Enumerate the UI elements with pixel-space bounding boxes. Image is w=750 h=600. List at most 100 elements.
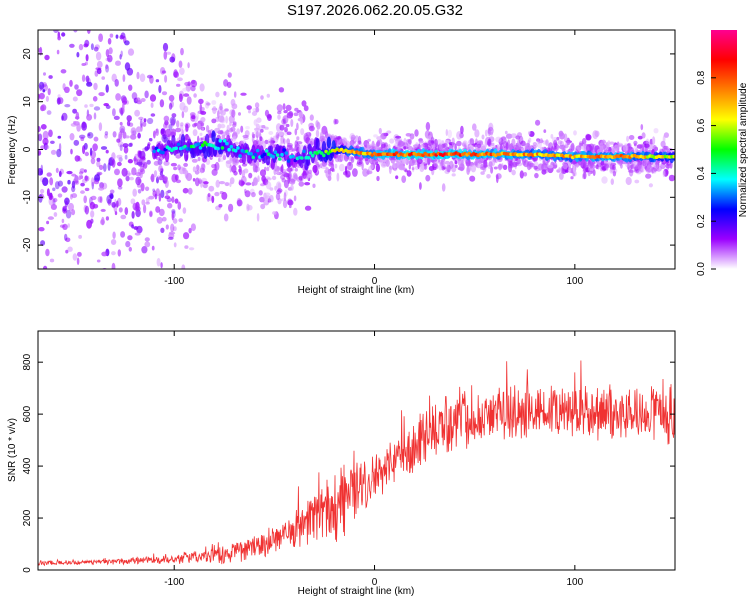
spectrogram-cell bbox=[107, 162, 111, 171]
spectrogram-cell bbox=[269, 194, 274, 203]
spectrogram-cell bbox=[178, 218, 183, 223]
spectrogram-cell bbox=[98, 122, 103, 132]
spectrogram-cell bbox=[165, 128, 172, 138]
spectrogram-cell bbox=[93, 46, 99, 52]
spectrogram-cell bbox=[144, 241, 151, 248]
spectrogram-cell bbox=[232, 156, 237, 164]
spectrogram-cell bbox=[120, 50, 123, 57]
spectrogram-cell bbox=[43, 265, 48, 269]
spectrogram-cell bbox=[276, 134, 279, 139]
spectrogram-cell bbox=[403, 146, 407, 150]
spectrogram-cell bbox=[441, 183, 446, 192]
spectrogram-cell bbox=[511, 169, 516, 176]
spectrogram-cell bbox=[266, 93, 270, 98]
spectrogram-cell bbox=[428, 139, 432, 147]
spectrogram-ridge-peak bbox=[198, 146, 203, 150]
spectrogram-cell bbox=[401, 158, 407, 164]
spectrogram-cell bbox=[414, 129, 419, 137]
spectrogram-cell bbox=[251, 111, 258, 116]
spectrogram-cell bbox=[454, 160, 458, 165]
spectrogram-cell bbox=[173, 242, 177, 248]
spectrogram-cell bbox=[201, 163, 206, 171]
spectrogram-cell bbox=[280, 135, 285, 144]
spectrogram-cell bbox=[159, 99, 165, 108]
spectrogram-cell bbox=[255, 123, 260, 130]
spectrogram-cell bbox=[145, 201, 150, 205]
spectrogram-cell bbox=[241, 181, 246, 186]
spectrogram-cell bbox=[57, 180, 64, 187]
spectrogram-cell bbox=[187, 187, 193, 195]
spectrogram-cell bbox=[245, 126, 250, 130]
spectrogram-cell bbox=[207, 192, 211, 198]
spectrogram-cell bbox=[200, 165, 203, 175]
spectrogram-cell bbox=[456, 140, 462, 147]
spectrogram-cell bbox=[197, 110, 204, 115]
spectrogram-cell bbox=[57, 94, 61, 98]
spectrogram-cell bbox=[346, 161, 353, 171]
spectrogram-cell bbox=[93, 112, 97, 120]
spectrogram-cell bbox=[245, 182, 252, 186]
spectrogram-cell bbox=[281, 171, 288, 177]
spectrogram-cell bbox=[373, 134, 378, 138]
spectrogram-cell bbox=[583, 171, 587, 180]
spectrogram-cell bbox=[497, 164, 504, 170]
spectrogram-cell bbox=[278, 87, 285, 93]
spectrogram-cell bbox=[95, 51, 102, 61]
spectrogram-cell bbox=[123, 146, 129, 154]
spectrogram-cell bbox=[196, 164, 200, 171]
spectrogram-cell bbox=[308, 169, 312, 175]
spectrogram-cell bbox=[547, 164, 554, 169]
spectrogram-cell bbox=[194, 170, 200, 175]
spectrogram-cell bbox=[221, 191, 228, 200]
spectrogram-cell bbox=[484, 129, 488, 137]
spectrogram-cell bbox=[171, 113, 177, 118]
spectrogram-cell bbox=[61, 32, 66, 37]
spectrogram-cell bbox=[573, 165, 576, 174]
spectrogram-cell bbox=[265, 176, 271, 180]
spectrogram-cell bbox=[223, 91, 227, 96]
spectrogram-cell bbox=[378, 127, 382, 135]
spectrogram-cell bbox=[150, 175, 154, 181]
spectrogram-cell bbox=[144, 90, 149, 99]
spectrogram-cell bbox=[50, 204, 58, 210]
spectrogram-cell bbox=[264, 109, 270, 117]
spectrogram-cell bbox=[284, 126, 288, 133]
colorbar-gradient bbox=[711, 30, 737, 269]
spectrogram-cell bbox=[246, 105, 252, 110]
spectrogram-cell bbox=[156, 257, 161, 267]
spectrogram-cell bbox=[451, 164, 457, 173]
spectrogram-cell bbox=[303, 175, 308, 180]
spectrogram-cell bbox=[61, 112, 68, 121]
spectrogram-cell bbox=[40, 188, 45, 194]
spectrogram-cell bbox=[212, 106, 217, 115]
spectrogram-cell bbox=[197, 135, 200, 144]
spectrogram-cell bbox=[83, 43, 89, 48]
spectrogram-cell bbox=[61, 218, 65, 224]
spectrogram-cell bbox=[358, 135, 362, 145]
colorbar-tick-label: 0.6 bbox=[696, 118, 707, 132]
spectrogram-cell bbox=[610, 162, 617, 166]
spectrogram-cell bbox=[300, 117, 303, 125]
spectrogram-cell bbox=[515, 162, 519, 166]
spectrogram-cell bbox=[215, 179, 220, 188]
spectrogram-cell bbox=[97, 196, 103, 203]
spectrogram-cell bbox=[236, 197, 242, 207]
spectrogram-cell bbox=[155, 206, 161, 213]
spectrogram-cell bbox=[214, 191, 220, 197]
spectrogram-cell bbox=[640, 124, 644, 131]
spectrogram-cell bbox=[609, 168, 614, 174]
spectrogram-cell bbox=[101, 182, 108, 190]
spectrogram-cell bbox=[74, 175, 79, 184]
spectrogram-cell bbox=[172, 226, 177, 232]
spectrogram-cell bbox=[264, 194, 269, 204]
spectrogram-cell bbox=[252, 177, 258, 186]
spectrogram-cell bbox=[112, 131, 117, 138]
spectrogram-cell bbox=[160, 227, 165, 233]
spectrogram-cell bbox=[56, 148, 62, 158]
spectrogram-cell bbox=[559, 172, 564, 180]
spectrogram-cell bbox=[153, 170, 158, 178]
spectrogram-cell bbox=[199, 132, 203, 136]
spectrogram-cell bbox=[523, 160, 530, 168]
colorbar-tick-label: 0.2 bbox=[696, 214, 707, 228]
spectrogram-cell bbox=[49, 177, 54, 186]
